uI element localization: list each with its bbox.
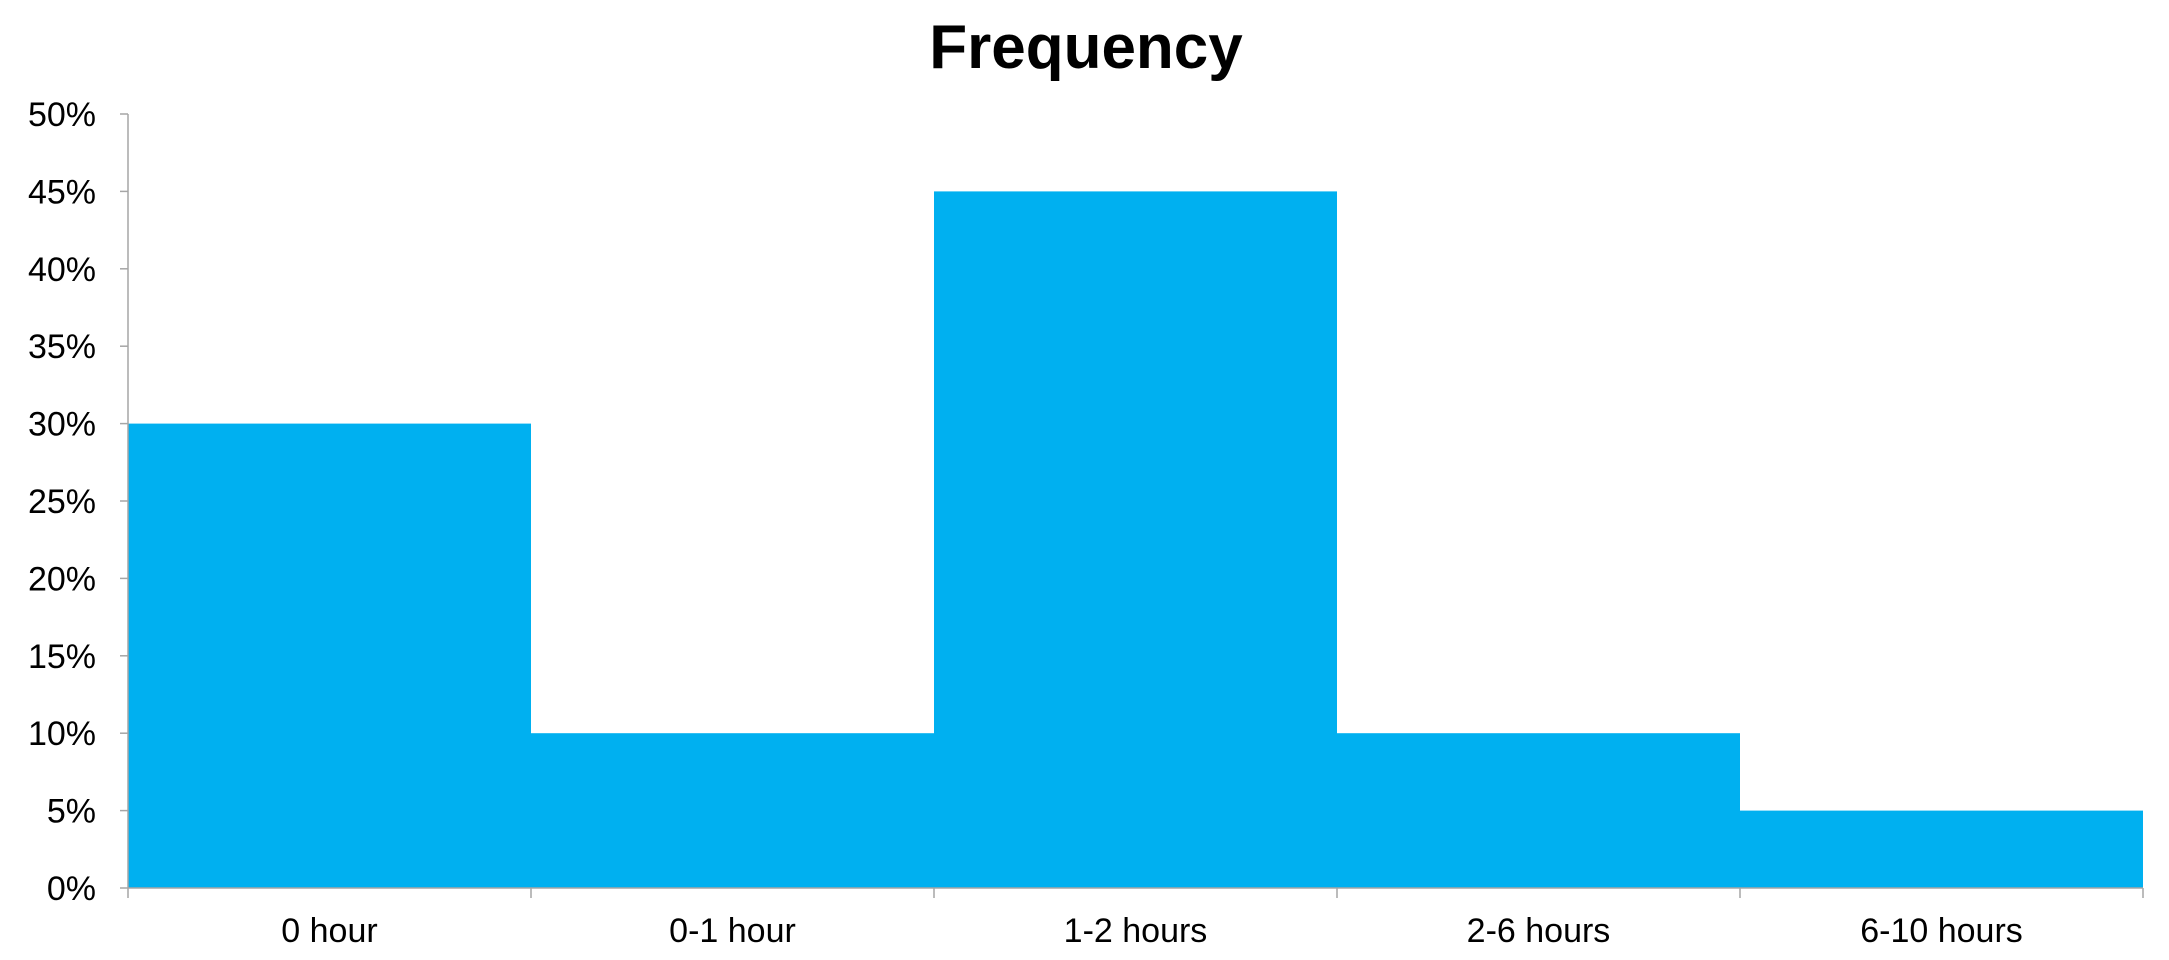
x-axis: 0 hour 0-1 hour 1-2 hours 2-6 hours 6-10 hou… xyxy=(127,887,2144,950)
x-tick-label: 0-1 hour xyxy=(669,912,796,950)
bars-layer xyxy=(128,191,2143,888)
y-tick-label: 0% xyxy=(47,870,96,908)
y-tick-label: 35% xyxy=(28,328,96,366)
bar-0-hour xyxy=(128,423,531,888)
y-tick-label: 15% xyxy=(28,638,96,676)
bar-0-1-hour xyxy=(531,733,934,888)
x-tick-label: 0 hour xyxy=(281,912,377,950)
y-tick-label: 50% xyxy=(28,96,96,134)
chart-title: Frequency xyxy=(929,13,1243,82)
y-axis: 0% 5% 10% 15% 20% 25% 30% 35% 40% 45% 50% xyxy=(28,96,129,908)
bar-1-2-hours xyxy=(934,191,1337,888)
bar-6-10-hours xyxy=(1740,810,2143,888)
y-tick-label: 25% xyxy=(28,483,96,521)
x-tick-label: 1-2 hours xyxy=(1064,912,1208,950)
y-tick-label: 45% xyxy=(28,173,96,211)
bar-2-6-hours xyxy=(1337,733,1740,888)
x-tick-label: 6-10 hours xyxy=(1860,912,2023,950)
y-tick-label: 10% xyxy=(28,715,96,753)
y-tick-label: 20% xyxy=(28,560,96,598)
x-tick-label: 2-6 hours xyxy=(1467,912,1611,950)
y-tick-label: 30% xyxy=(28,406,96,444)
y-tick-label: 40% xyxy=(28,251,96,289)
y-tick-label: 5% xyxy=(47,793,96,831)
